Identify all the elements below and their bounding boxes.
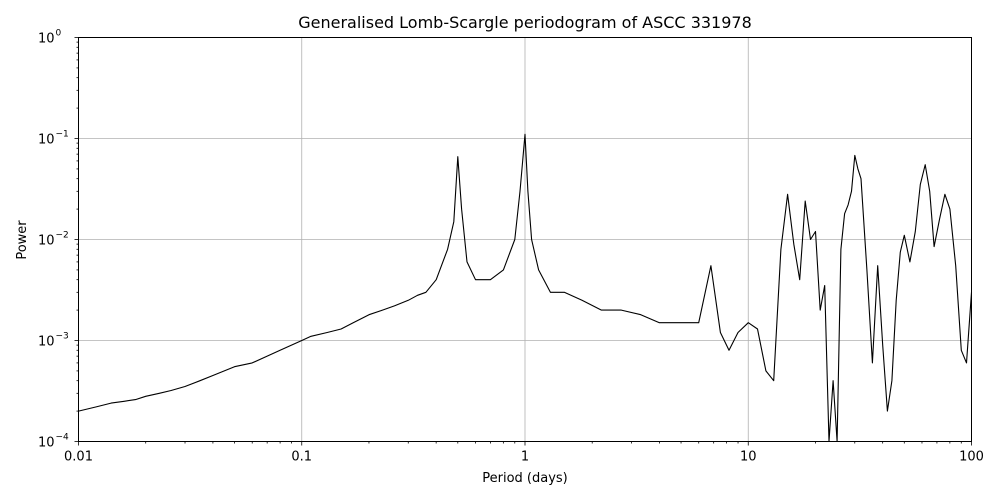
y-tick-label: 10 (38, 133, 55, 148)
plot-area (78, 133, 973, 443)
y-tick-exponent: −2 (56, 231, 69, 241)
x-tick-label: 100 (959, 450, 984, 465)
y-tick-label: 10 (38, 335, 55, 350)
x-tick-label: 1 (521, 450, 529, 465)
chart-title: Generalised Lomb-Scargle periodogram of … (298, 13, 752, 32)
power-series-line (78, 133, 973, 443)
y-tick-exponent: −4 (56, 433, 70, 443)
y-tick-exponent: −3 (56, 332, 69, 342)
x-axis-label: Period (days) (482, 471, 568, 486)
x-tick-label: 10 (740, 450, 757, 465)
y-tick-label: 10 (38, 234, 55, 249)
x-tick-label: 0.1 (291, 450, 312, 465)
grid-layer (78, 37, 972, 442)
y-axis-label: Power (15, 220, 30, 260)
y-tick-exponent: 0 (56, 29, 62, 39)
x-tick-label: 0.01 (64, 450, 93, 465)
y-tick-exponent: −1 (56, 130, 69, 140)
y-tick-label: 10 (38, 32, 55, 47)
y-tick-label: 10 (38, 436, 55, 451)
